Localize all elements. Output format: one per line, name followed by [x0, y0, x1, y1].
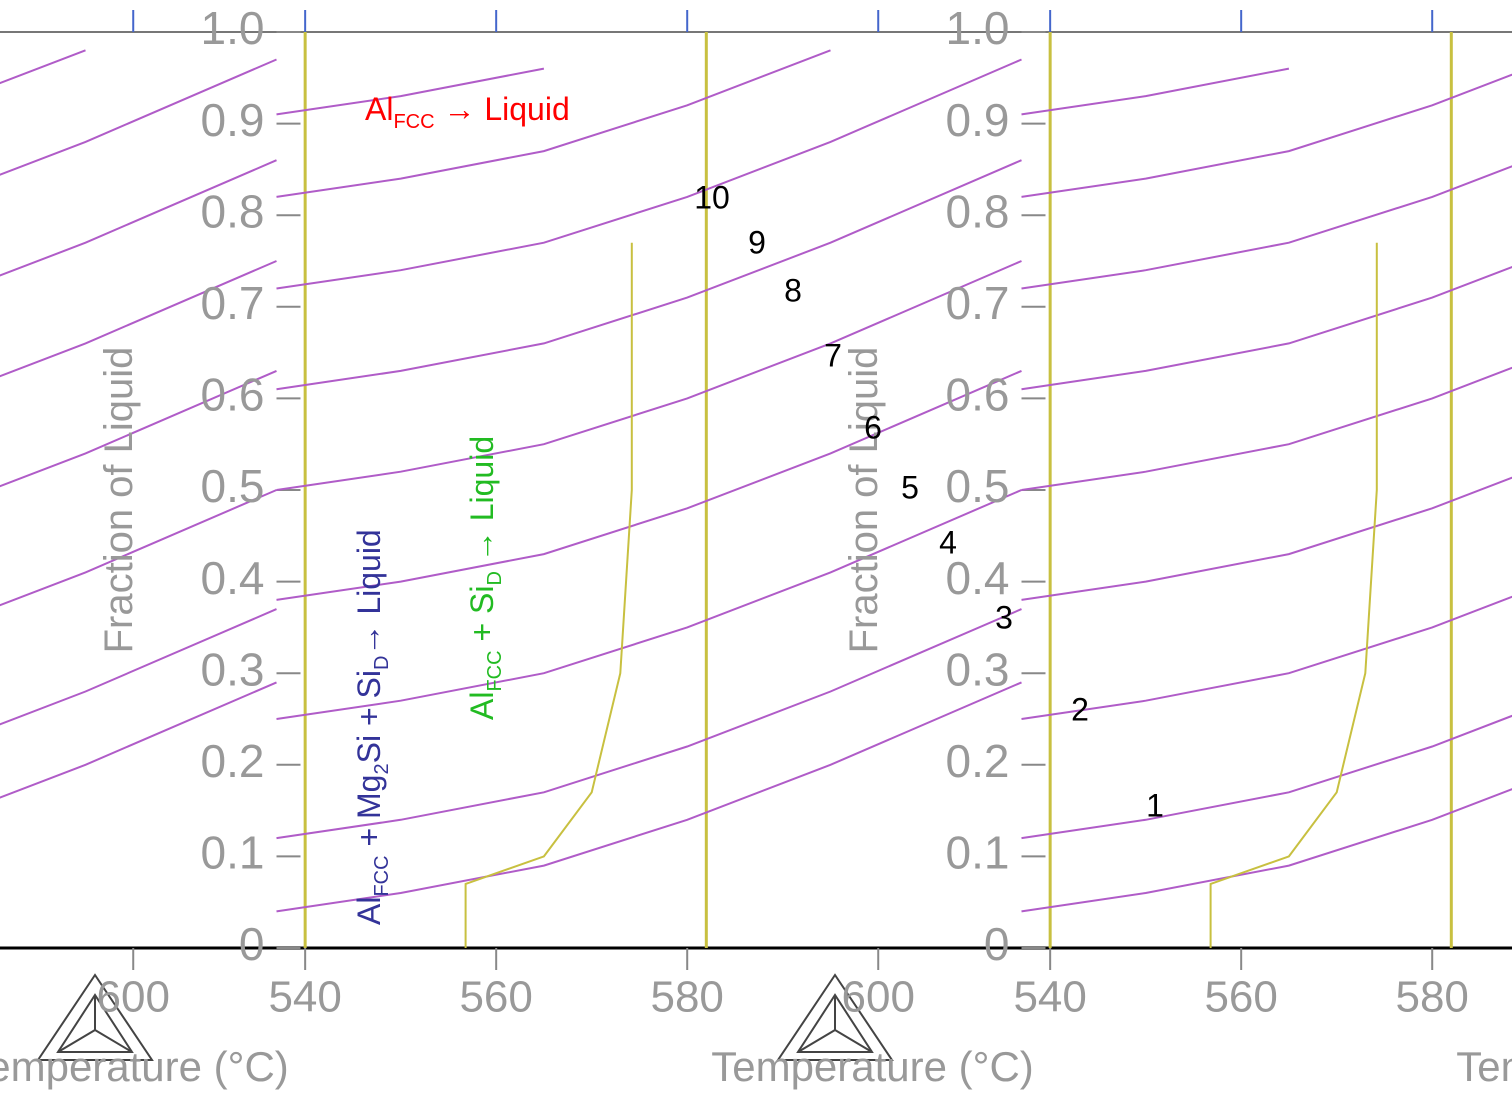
curve [276, 681, 1022, 913]
x-tick-label: 540 [1013, 973, 1086, 1022]
annotation: AlFCC + SiD → Liquid [464, 436, 506, 720]
y-tick-label: 0.7 [946, 277, 1010, 329]
x-axis-title: Temperature (°C) [1456, 1043, 1512, 1090]
x-tick-label: 580 [1395, 973, 1468, 1022]
curve [0, 369, 277, 488]
curve-label: 10 [694, 179, 730, 215]
x-tick-label: 560 [459, 973, 532, 1022]
y-tick-label: 0.4 [946, 552, 1010, 604]
annotation-part: D [484, 571, 506, 585]
y-tick-label: 0.9 [946, 94, 1010, 146]
annotation-part: → Liquid [464, 436, 500, 571]
curve [1021, 265, 1512, 391]
x-tick-label: 560 [1204, 973, 1277, 1022]
curve-label: 4 [939, 524, 957, 560]
annotation-part: Al [464, 692, 500, 720]
boundary-curve [464, 242, 633, 948]
curve-label: 9 [748, 224, 766, 260]
curve [1021, 595, 1512, 720]
curve [276, 67, 545, 116]
annotation-part: → Liquid [435, 91, 570, 127]
boundary-curve [1209, 242, 1378, 948]
annotation-part: Al [351, 897, 387, 925]
y-tick-label: 0.8 [201, 185, 265, 237]
chart-tile: 0 0.1 0.2 0.3 0.4 0.5 0.6 0.7 0.8 0.9 1.0 540 560 580… [842, 2, 1512, 1090]
curve [1021, 165, 1512, 290]
y-tick-label: 0.5 [946, 460, 1010, 512]
curve [276, 49, 831, 198]
y-tick-label: 0.1 [201, 827, 265, 879]
y-tick-label: 1.0 [946, 2, 1010, 54]
curve-label: 7 [824, 337, 842, 373]
annotation-part: + Mg [351, 775, 387, 856]
curve-label: 5 [901, 469, 919, 505]
curve [1021, 788, 1512, 913]
y-tick-label: 0.4 [201, 552, 265, 604]
annotation-part: Al [365, 91, 393, 127]
curve [1021, 366, 1512, 491]
y-tick-label: 0.1 [946, 827, 1010, 879]
annotation-part: Si + Si [351, 670, 387, 763]
y-tick-label: 0 [239, 918, 265, 970]
curve [1021, 476, 1512, 601]
y-tick-label: 1.0 [201, 2, 265, 54]
y-tick-label: 0.5 [201, 460, 265, 512]
curve [1021, 67, 1290, 116]
annotation: AlFCC + Mg2Si + SiD→ Liquid [351, 529, 393, 925]
curve [1021, 714, 1512, 840]
curve [0, 260, 277, 378]
curve [0, 489, 277, 607]
x-axis-title: Temperature (°C) [0, 1043, 289, 1090]
curve [276, 369, 1022, 601]
curve-label: 2 [1071, 691, 1089, 727]
annotation-part: FCC [484, 650, 506, 691]
curve [0, 58, 277, 176]
y-tick-label: 0.6 [946, 369, 1010, 421]
curve [1021, 73, 1512, 198]
x-tick-label: 600 [97, 973, 170, 1022]
x-tick-label: 540 [268, 973, 341, 1022]
x-tick-label: 580 [650, 973, 723, 1022]
annotation-part: + Si [464, 586, 500, 651]
curve-label: 8 [784, 272, 802, 308]
annotation-part: D [371, 656, 393, 670]
curve [0, 608, 277, 726]
curve [0, 49, 86, 85]
curve [0, 159, 277, 277]
y-tick-label: 0 [984, 918, 1010, 970]
y-tick-label: 0.3 [201, 643, 265, 695]
curve-label: 1 [1146, 787, 1164, 823]
logo [36, 973, 894, 1061]
annotation-part: FCC [371, 855, 393, 896]
curve-label: 3 [995, 599, 1013, 635]
curve [276, 608, 1022, 840]
curve [276, 58, 1022, 290]
y-tick-label: 0.6 [201, 369, 265, 421]
x-axis-title: Temperature (°C) [711, 1043, 1034, 1090]
curve [0, 681, 277, 799]
chart-tile: 00.10.20.30.40.50.60.70.80.91.0540560580… [0, 10, 289, 1090]
y-axis-title: Fraction of Liquid [97, 347, 141, 654]
y-tick-label: 0.8 [946, 185, 1010, 237]
curve-label: 6 [864, 409, 882, 445]
y-tick-label: 0.2 [946, 735, 1010, 787]
y-axis-title: Fraction of Liquid [842, 347, 886, 654]
annotation-part: 2 [371, 763, 393, 774]
curve [276, 159, 1022, 391]
curve [276, 260, 1022, 491]
y-tick-label: 0.9 [201, 94, 265, 146]
x-tick-label: 600 [842, 973, 915, 1022]
annotation: AlFCC → Liquid [365, 91, 570, 133]
y-tick-label: 0.2 [201, 735, 265, 787]
curve [276, 489, 1022, 720]
annotation-part: → Liquid [351, 529, 387, 655]
y-tick-label: 0.7 [201, 277, 265, 329]
y-tick-label: 0.3 [946, 643, 1010, 695]
annotation-part: FCC [393, 111, 434, 133]
